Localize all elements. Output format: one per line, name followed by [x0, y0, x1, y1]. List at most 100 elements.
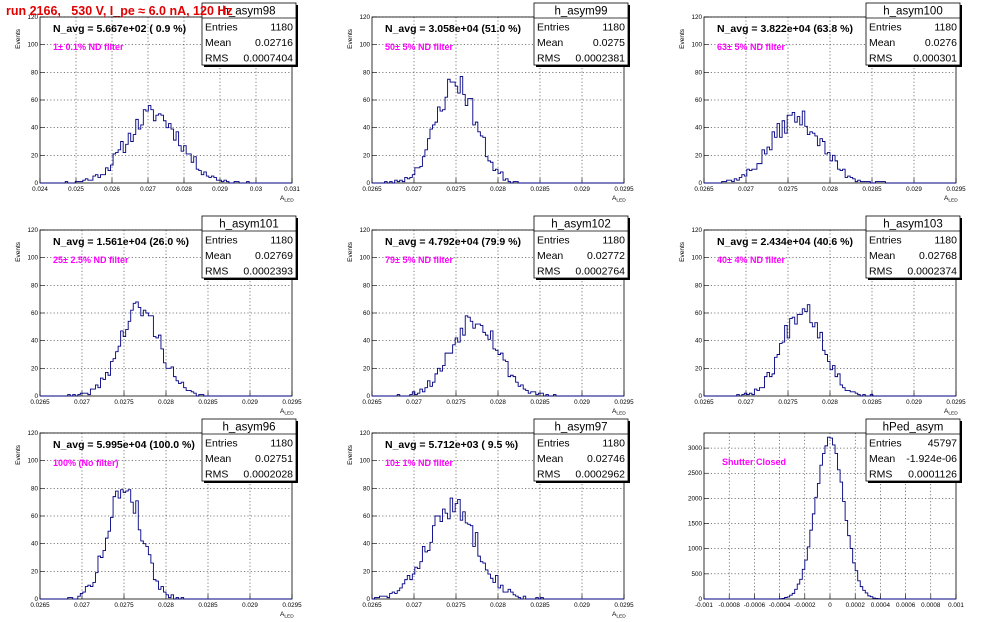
n-avg-label: N_avg = 5.712e+03 ( 9.5 %)	[385, 439, 518, 451]
y-tick-label: 2000	[688, 495, 703, 502]
histogram-series	[704, 110, 956, 184]
x-tick-label: 0.0285	[862, 186, 882, 193]
x-tick-label: 0.0004	[871, 602, 891, 609]
x-tick-label: 0.029	[574, 602, 590, 609]
n-avg-label: N_avg = 3.058e+04 (51.0 %)	[385, 23, 521, 35]
y-tick-label: 100	[27, 42, 38, 49]
stats-box	[865, 215, 961, 279]
y-tick-label: 120	[691, 14, 702, 21]
filter-annotation: 40± 4% ND filter	[717, 255, 785, 265]
stats-label: Mean	[537, 250, 563, 262]
x-tick-label: 0.027	[738, 186, 754, 193]
y-tick-label: 60	[31, 513, 39, 520]
x-tick-label: 0.03	[250, 186, 263, 193]
stats-label: Mean	[205, 250, 231, 262]
x-tick-label: 0.001	[948, 602, 964, 609]
y-axis-label: Events	[679, 241, 686, 262]
stats-box	[201, 2, 297, 66]
x-tick-label: 0.028	[158, 602, 174, 609]
x-tick-label: 0.028	[822, 399, 838, 406]
stats-value: 0.0002393	[243, 266, 293, 278]
x-tick-label: 0.028	[490, 186, 506, 193]
x-tick-label: 0.028	[176, 186, 192, 193]
n-avg-label: N_avg = 5.667e+02 ( 0.9 %)	[53, 23, 186, 35]
x-tick-label: 0.0285	[198, 602, 218, 609]
stats-value: 0.02746	[587, 453, 625, 465]
histogram-panel-h_asym99: 0.0265 0.027 0.0275 0.028 0.0285 0.029 0.0295 0…	[347, 2, 634, 204]
x-tick-label: 0.0275	[446, 602, 466, 609]
stats-value: 1180	[270, 22, 293, 34]
stats-value: 0.0276	[925, 37, 957, 49]
histogram-panel-h_asym102: 0.0265 0.027 0.0275 0.028 0.0285 0.029 0.0295 0…	[347, 215, 634, 417]
stats-label: Entries	[205, 22, 238, 34]
stats-box	[533, 418, 629, 482]
stats-label: RMS	[869, 469, 892, 481]
y-tick-label: 40	[31, 541, 39, 548]
x-tick-label: 0.0265	[694, 186, 714, 193]
x-tick-label: 0.028	[490, 399, 506, 406]
stats-value: 1180	[934, 22, 957, 34]
stats-value: 1180	[602, 235, 625, 247]
x-tick-label: 0.0265	[362, 399, 382, 406]
stats-value: 0.02716	[255, 37, 293, 49]
y-tick-label: 20	[31, 152, 39, 159]
y-axis-label: Events	[15, 28, 22, 49]
x-axis-label: ALED	[280, 195, 294, 204]
x-tick-label: 0.0295	[614, 602, 634, 609]
x-tick-label: 0.028	[158, 399, 174, 406]
y-tick-label: 0	[34, 596, 38, 603]
y-tick-label: 0	[34, 393, 38, 400]
filter-annotation: 100% (No filter)	[53, 458, 119, 468]
x-tick-label: 0.029	[906, 399, 922, 406]
x-tick-label: 0.0275	[778, 186, 798, 193]
filter-annotation: Shutter Closed	[722, 457, 786, 467]
histogram-panel-hPed_asym: -0.001 -0.0008 -0.0006 -0.0004 -0.0002 0 0.000…	[688, 418, 964, 609]
filter-annotation: 63± 5% ND filter	[717, 42, 785, 52]
x-tick-label: 0.0295	[282, 602, 302, 609]
y-tick-label: 80	[695, 69, 703, 76]
y-axis-label: Events	[347, 444, 354, 465]
y-tick-label: 20	[695, 365, 703, 372]
filter-annotation: 1± 0.1% ND filter	[53, 42, 124, 52]
y-tick-label: 80	[363, 282, 371, 289]
x-axis-label: ALED	[612, 408, 626, 417]
stats-value: 0.000301	[913, 53, 957, 65]
stats-value: 0.0002962	[575, 469, 625, 481]
stats-value: 0.0002374	[907, 266, 957, 278]
x-axis-label: ALED	[612, 195, 626, 204]
stats-value: 0.0001126	[908, 469, 957, 481]
x-tick-label: 0.0285	[530, 602, 550, 609]
x-tick-label: 0.026	[104, 186, 120, 193]
stats-label: Entries	[205, 235, 238, 247]
stats-value: 0.0002028	[243, 469, 293, 481]
stats-box	[533, 2, 629, 66]
x-tick-label: 0.025	[68, 186, 84, 193]
stats-label: Entries	[205, 438, 238, 450]
x-tick-label: 0.0295	[614, 186, 634, 193]
histogram-panel-h_asym101: 0.0265 0.027 0.0275 0.028 0.0285 0.029 0.0295 0…	[15, 215, 302, 417]
run-title: run 2166, 530 V, I_pe ≈ 6.0 nA, 120 Hz	[6, 4, 233, 18]
n-avg-label: N_avg = 2.434e+04 (40.6 %)	[717, 236, 853, 248]
y-tick-label: 20	[695, 152, 703, 159]
stats-label: RMS	[205, 469, 228, 481]
stats-box	[865, 418, 961, 482]
x-tick-label: 0.028	[822, 186, 838, 193]
y-tick-label: 500	[691, 571, 702, 578]
stats-value: 0.0002764	[575, 266, 625, 278]
y-tick-label: 20	[363, 568, 371, 575]
stats-label: Entries	[537, 22, 570, 34]
y-tick-label: 60	[363, 310, 371, 317]
x-tick-label: 0.0275	[114, 399, 134, 406]
y-tick-label: 120	[27, 14, 38, 21]
y-tick-label: 120	[691, 227, 702, 234]
y-tick-label: 120	[359, 14, 370, 21]
x-tick-label: -0.0008	[719, 602, 741, 609]
x-axis-label: ALED	[280, 408, 294, 417]
n-avg-label: N_avg = 3.822e+04 (63.8 %)	[717, 23, 853, 35]
x-tick-label: 0.0275	[446, 186, 466, 193]
y-tick-label: 80	[363, 485, 371, 492]
y-tick-label: 0	[366, 596, 370, 603]
y-tick-label: 100	[27, 458, 38, 465]
stats-label: RMS	[537, 266, 560, 278]
